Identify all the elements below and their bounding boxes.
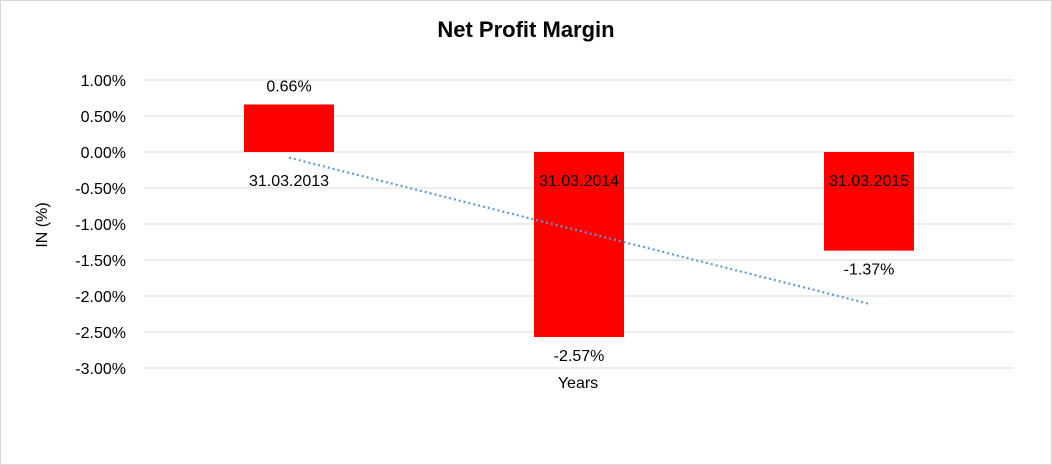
bar-layer [244,104,914,338]
value-label: 0.66% [266,78,311,95]
y-tick-label: -1.00% [75,217,126,234]
value-label: -2.57% [554,348,605,365]
x-axis-label: Years [557,375,599,392]
category-label: 31.03.2013 [249,173,329,190]
y-tick-layer: 1.00% 0.50% 0.00% -0.50% -1.00% -1.50% -2.00% -… [75,73,126,378]
value-label: -1.37% [844,262,895,279]
y-tick-label: 1.00% [81,73,126,90]
y-tick-label: -0.50% [75,181,126,198]
y-tick-label: 0.50% [81,109,126,126]
label-layer: 31.03.2013 0.66% 31.03.2014 -2.57% 31.03.201… [249,78,909,365]
y-tick-label: -3.00% [75,361,126,378]
category-label: 31.03.2015 [829,173,909,190]
category-label: 31.03.2014 [539,173,619,190]
bar [534,152,624,338]
chart-title: Net Profit Margin [437,17,615,42]
bar [824,152,914,251]
bar [244,104,334,152]
y-tick-label: 0.00% [81,145,126,162]
y-tick-label: -1.50% [75,253,126,270]
y-tick-label: -2.50% [75,325,126,342]
y-tick-label: -2.00% [75,289,126,306]
